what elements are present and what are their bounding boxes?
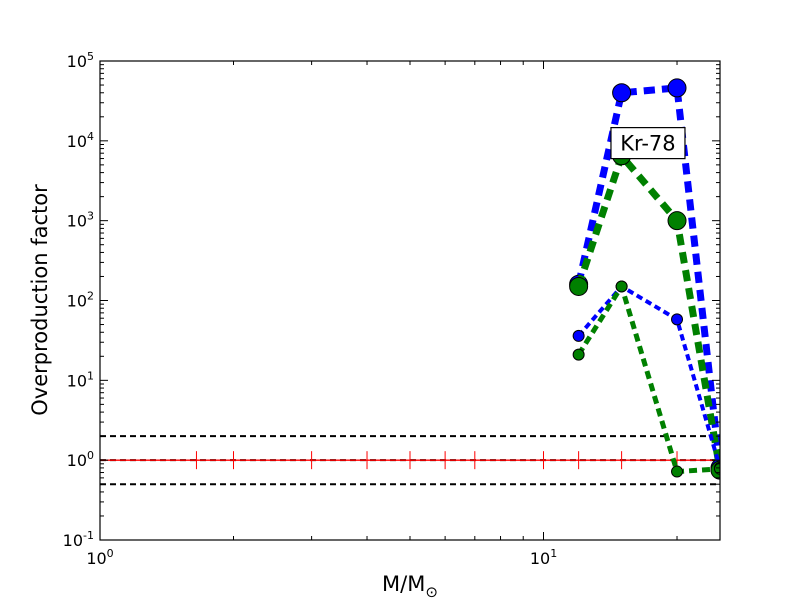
y-axis-label: Overproduction factor xyxy=(28,184,52,416)
y-tick-label-3: 102 xyxy=(67,290,94,311)
annotation-box xyxy=(610,127,686,160)
y-tick-label-4: 103 xyxy=(67,210,94,231)
series-3-point-1 xyxy=(615,280,628,293)
series-2-point-2 xyxy=(671,313,684,326)
x-tick-label-0: 100 xyxy=(86,547,113,568)
y-tick-label-5: 104 xyxy=(67,130,94,151)
annotation-label: Kr-78 xyxy=(610,127,686,160)
series-3-point-0 xyxy=(572,348,585,361)
y-tick-label-0: 10-1 xyxy=(63,529,94,550)
y-tick-label-6: 105 xyxy=(67,50,94,71)
series-line-2 xyxy=(577,284,720,469)
series-0-point-1 xyxy=(612,83,632,103)
series-line-3 xyxy=(576,283,720,475)
series-2-point-0 xyxy=(572,329,585,342)
y-tick-label-2: 101 xyxy=(67,369,94,390)
series-0-point-2 xyxy=(667,78,687,98)
x-axis-label: M/M⊙ xyxy=(382,572,438,600)
y-tick-label-1: 100 xyxy=(67,449,94,470)
series-line-1 xyxy=(575,152,720,471)
series-1-point-2 xyxy=(667,211,687,231)
series-3-point-2 xyxy=(671,465,684,478)
series-1-point-0 xyxy=(569,276,589,296)
series-3-point-3 xyxy=(714,462,720,475)
x-tick-label-1: 101 xyxy=(530,547,557,568)
series-line-0 xyxy=(575,84,720,469)
plot-area xyxy=(100,78,720,486)
annotation-text: Kr-78 xyxy=(620,132,675,156)
